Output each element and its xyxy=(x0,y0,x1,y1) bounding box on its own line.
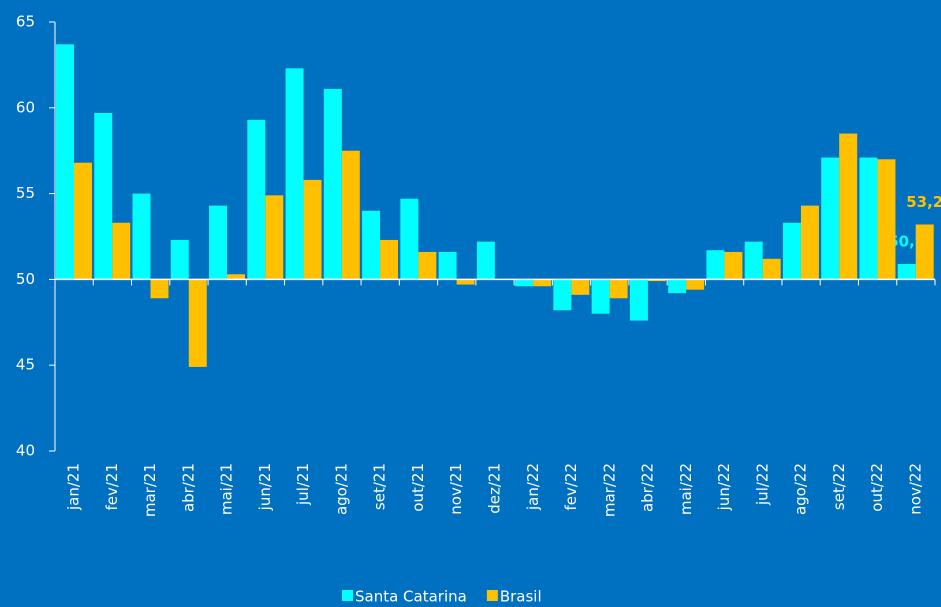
legend-swatch xyxy=(342,590,353,601)
x-tick-label: ago/22 xyxy=(792,463,810,515)
bar xyxy=(839,133,858,280)
bar xyxy=(706,250,725,280)
bar xyxy=(686,279,705,290)
x-tick-label: mar/22 xyxy=(600,463,618,517)
bar xyxy=(188,279,207,367)
bar xyxy=(629,279,648,321)
bar xyxy=(112,222,131,280)
x-tick-label: nov/22 xyxy=(906,463,924,515)
bar xyxy=(265,195,284,280)
bar xyxy=(877,159,896,280)
bar xyxy=(170,239,189,280)
bar xyxy=(227,274,246,280)
legend-swatch xyxy=(486,590,498,601)
bar xyxy=(609,279,628,299)
x-tick-label: abr/22 xyxy=(639,463,657,512)
bar xyxy=(341,150,360,280)
bar xyxy=(647,279,666,282)
x-tick-label: jan/21 xyxy=(65,463,83,511)
bar xyxy=(247,119,266,280)
x-tick-label: jun/22 xyxy=(715,463,733,511)
x-tick-label: mai/22 xyxy=(677,463,695,515)
bar xyxy=(380,239,399,280)
bar xyxy=(782,222,801,280)
bar xyxy=(73,162,92,280)
bar xyxy=(438,251,457,280)
bar xyxy=(515,279,534,287)
bar xyxy=(859,157,878,280)
legend-label: Santa Catarina xyxy=(355,588,467,606)
bar xyxy=(744,241,763,280)
y-tick-label: 60 xyxy=(16,98,35,116)
x-tick-label: abr/21 xyxy=(179,463,197,512)
x-tick-label: jan/22 xyxy=(524,463,542,511)
y-tick-label: 45 xyxy=(16,356,35,374)
bar xyxy=(897,263,916,280)
x-tick-label: dez/21 xyxy=(486,463,504,514)
y-tick-label: 40 xyxy=(16,442,35,460)
legend-label: Brasil xyxy=(500,588,542,606)
y-tick-label: 55 xyxy=(16,184,35,202)
x-tick-label: set/22 xyxy=(830,463,848,510)
x-tick-label: jul/22 xyxy=(753,463,771,506)
bar xyxy=(132,193,151,280)
x-tick-label: jul/21 xyxy=(294,463,312,506)
bar xyxy=(94,112,113,280)
bar xyxy=(533,279,552,287)
y-tick-label: 65 xyxy=(16,13,35,31)
y-tick-label: 50 xyxy=(16,270,35,288)
bar xyxy=(456,279,475,285)
x-tick-label: nov/21 xyxy=(447,463,465,515)
bar xyxy=(553,279,572,311)
bar xyxy=(571,279,590,295)
x-tick-label: mai/21 xyxy=(218,463,236,515)
x-tick-label: out/21 xyxy=(409,463,427,512)
bar xyxy=(915,224,934,280)
bar xyxy=(762,258,781,280)
x-tick-label: jun/21 xyxy=(256,463,274,511)
bar xyxy=(303,179,322,280)
bar xyxy=(724,251,743,280)
bar xyxy=(150,279,169,299)
x-tick-label: ago/21 xyxy=(332,463,350,515)
bar xyxy=(400,198,419,280)
bar xyxy=(821,157,840,280)
x-tick-label: set/21 xyxy=(371,463,389,510)
x-tick-label: fev/21 xyxy=(103,463,121,511)
bar xyxy=(362,210,381,280)
bar xyxy=(800,205,819,280)
bar xyxy=(591,279,610,314)
bar xyxy=(418,251,437,280)
bar xyxy=(668,279,687,294)
data-label: 53,2 xyxy=(906,193,941,211)
bar xyxy=(56,44,74,280)
bar xyxy=(476,241,495,280)
x-tick-label: fev/22 xyxy=(562,463,580,511)
bar xyxy=(285,68,304,280)
x-tick-label: mar/21 xyxy=(141,463,159,517)
bar xyxy=(209,205,228,280)
x-tick-label: out/22 xyxy=(868,463,886,512)
bar xyxy=(323,88,342,280)
